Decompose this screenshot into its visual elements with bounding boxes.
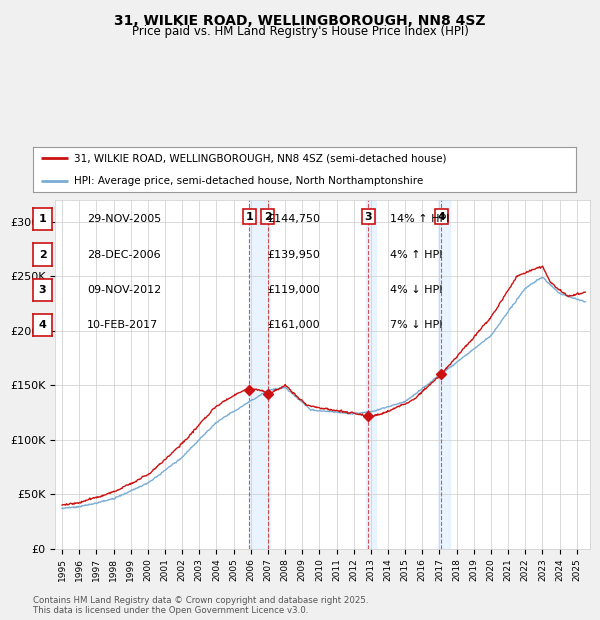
Text: £139,950: £139,950 [267, 249, 320, 260]
Text: 4% ↑ HPI: 4% ↑ HPI [390, 249, 443, 260]
Text: 2: 2 [39, 249, 46, 260]
Text: Contains HM Land Registry data © Crown copyright and database right 2025.
This d: Contains HM Land Registry data © Crown c… [33, 596, 368, 615]
Text: 4: 4 [38, 320, 47, 330]
Text: 31, WILKIE ROAD, WELLINGBOROUGH, NN8 4SZ: 31, WILKIE ROAD, WELLINGBOROUGH, NN8 4SZ [114, 14, 486, 28]
Text: HPI: Average price, semi-detached house, North Northamptonshire: HPI: Average price, semi-detached house,… [74, 176, 423, 186]
Text: 4% ↓ HPI: 4% ↓ HPI [390, 285, 443, 295]
Text: 1: 1 [39, 214, 46, 224]
Bar [438, 200, 450, 549]
Bar [365, 200, 376, 549]
Text: 7% ↓ HPI: 7% ↓ HPI [390, 320, 443, 330]
Text: 3: 3 [365, 211, 372, 221]
Text: 28-DEC-2006: 28-DEC-2006 [87, 249, 161, 260]
Text: 4: 4 [437, 211, 445, 221]
Text: 31, WILKIE ROAD, WELLINGBOROUGH, NN8 4SZ (semi-detached house): 31, WILKIE ROAD, WELLINGBOROUGH, NN8 4SZ… [74, 153, 446, 163]
Text: 09-NOV-2012: 09-NOV-2012 [87, 285, 161, 295]
Text: £119,000: £119,000 [267, 285, 320, 295]
Text: Price paid vs. HM Land Registry's House Price Index (HPI): Price paid vs. HM Land Registry's House … [131, 25, 469, 38]
Text: 10-FEB-2017: 10-FEB-2017 [87, 320, 158, 330]
Text: 14% ↑ HPI: 14% ↑ HPI [390, 214, 449, 224]
Text: £161,000: £161,000 [267, 320, 320, 330]
Text: 3: 3 [39, 285, 46, 295]
Text: 2: 2 [264, 211, 272, 221]
Text: £144,750: £144,750 [267, 214, 320, 224]
Text: 1: 1 [245, 211, 253, 221]
Bar [249, 200, 269, 549]
Text: 29-NOV-2005: 29-NOV-2005 [87, 214, 161, 224]
